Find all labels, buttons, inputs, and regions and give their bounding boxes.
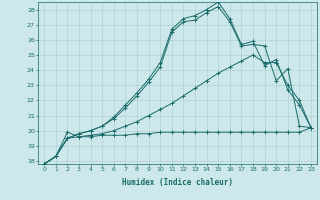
X-axis label: Humidex (Indice chaleur): Humidex (Indice chaleur)	[122, 178, 233, 187]
